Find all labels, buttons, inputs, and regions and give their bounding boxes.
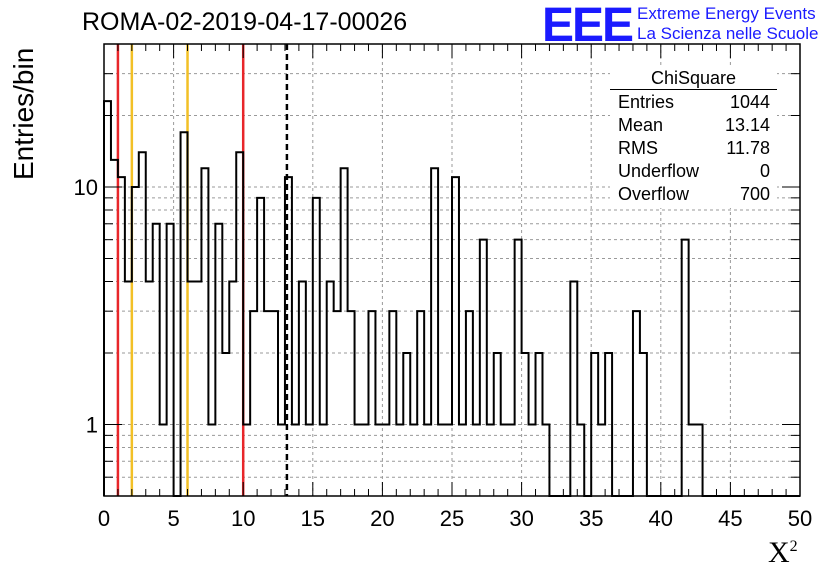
- stats-label: Mean: [618, 115, 664, 135]
- chart-title: ROMA-02-2019-04-17-00026: [82, 8, 408, 36]
- stats-value: 1044: [729, 92, 770, 112]
- stats-title: ChiSquare: [650, 68, 737, 88]
- x-tick-label: 25: [440, 506, 464, 531]
- stats-label: Underflow: [618, 161, 700, 181]
- stats-row-rms: RMS 11.78: [618, 138, 770, 162]
- stats-row-mean: Mean 13.14: [618, 115, 770, 139]
- y-axis-label: Entries/bin: [8, 47, 39, 180]
- stats-label: Overflow: [618, 184, 690, 204]
- x-tick-label: 20: [370, 506, 394, 531]
- x-tick-label: 40: [649, 506, 673, 531]
- x-tick-label: 5: [167, 506, 179, 531]
- stats-label: Entries: [618, 92, 675, 112]
- x-axis-label-superscript: 2: [789, 538, 798, 555]
- stats-value: 700: [739, 184, 770, 204]
- axis-ticks: [103, 43, 801, 497]
- stats-value: 11.78: [726, 138, 770, 158]
- tick-labels: 0 5 10 15 20 25 30 35 40 45 50 1 10: [74, 175, 813, 531]
- stats-value: 13.14: [724, 115, 770, 135]
- stats-row-overflow: Overflow 700: [618, 184, 770, 208]
- stats-box: ChiSquare Entries 1044 Mean 13.14 RMS 11…: [610, 66, 777, 208]
- x-axis-label-symbol: X: [768, 536, 790, 569]
- x-tick-label: 0: [98, 506, 110, 531]
- y-tick-label: 10: [74, 175, 98, 200]
- x-tick-label: 30: [509, 506, 533, 531]
- x-tick-label: 50: [788, 506, 812, 531]
- histogram-series: [103, 100, 800, 497]
- stats-row-underflow: Underflow 0: [618, 161, 770, 185]
- stats-row-entries: Entries 1044: [618, 92, 770, 116]
- logo-tagline-1: Extreme Energy Events: [637, 4, 816, 23]
- x-axis-label: X2: [768, 536, 798, 570]
- eee-logo: EEE: [542, 0, 634, 52]
- stats-divider: [610, 89, 777, 90]
- x-tick-label: 10: [231, 506, 255, 531]
- stats-value: 0: [759, 161, 770, 181]
- logo-tagline-2: La Scienza nelle Scuole: [637, 24, 819, 43]
- x-tick-label: 35: [579, 506, 603, 531]
- x-tick-label: 45: [718, 506, 742, 531]
- stats-label: RMS: [618, 138, 658, 158]
- x-tick-label: 15: [301, 506, 325, 531]
- y-tick-label: 1: [86, 413, 98, 438]
